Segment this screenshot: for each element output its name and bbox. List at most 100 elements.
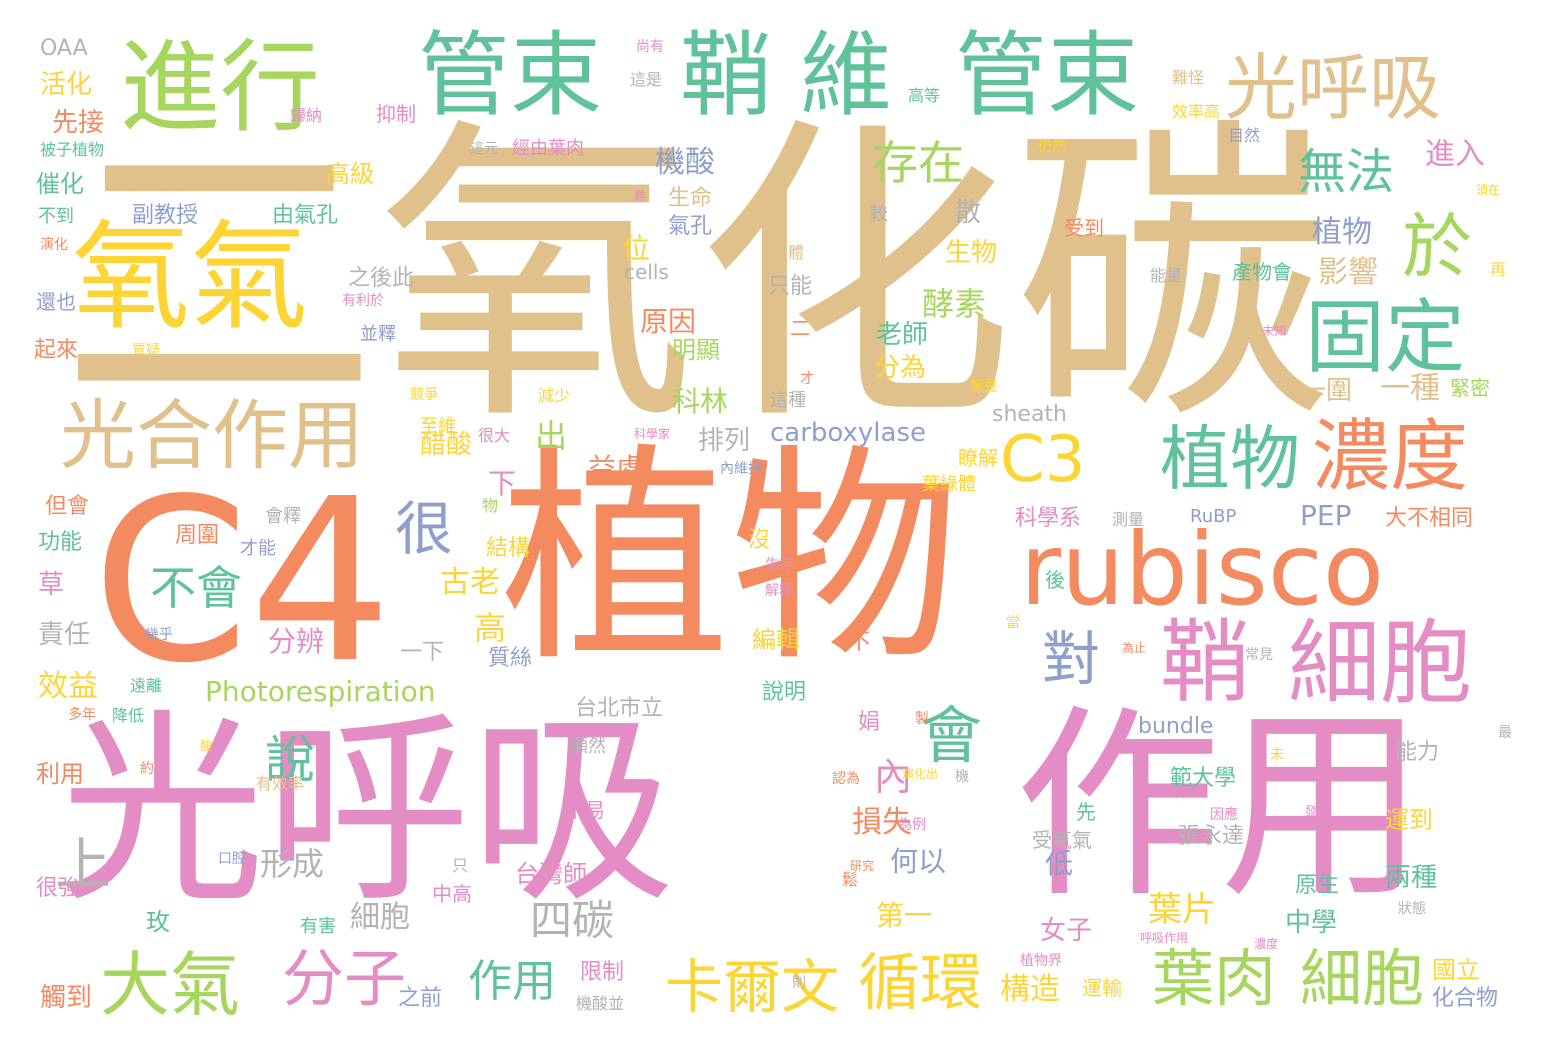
word: 發現 [1305, 804, 1330, 818]
word: 下 [488, 467, 517, 500]
word: 氣孔 [668, 214, 713, 239]
word: 一下 [400, 640, 445, 665]
word: 植物 [1160, 418, 1300, 500]
word: 目然 [1228, 126, 1261, 145]
word: 最 [1498, 725, 1512, 741]
word: 何以 [890, 845, 947, 878]
word: 化合物 [1432, 986, 1499, 1011]
word: 能量 [1150, 266, 1183, 285]
word: 構造 [1000, 972, 1060, 1007]
word: 整體 [772, 243, 805, 262]
word: 中高 [432, 882, 472, 906]
word: 玫 [146, 908, 170, 936]
word: 有利於 [342, 293, 384, 309]
word: 後 [1045, 568, 1065, 592]
word: C4 [92, 451, 393, 713]
word: 濃度 [1254, 937, 1279, 951]
word: 演化出 [902, 767, 939, 781]
word: 物 [482, 496, 499, 515]
word: 抑制 [376, 102, 416, 126]
word: 未知 [1262, 324, 1287, 338]
word: 四碳 [530, 896, 615, 945]
word: 編輯 [752, 626, 800, 654]
word: sheath [992, 402, 1067, 427]
word: 細胞 [1300, 942, 1425, 1015]
word: 不到 [38, 206, 74, 227]
word: 遠離 [130, 676, 163, 695]
word: 高 [474, 609, 507, 647]
word: 功能 [38, 530, 83, 555]
word: 機酸並 [576, 994, 625, 1013]
word: 分子 [282, 942, 407, 1015]
word: 會釋 [265, 506, 301, 527]
word: 高等 [908, 86, 941, 105]
word: 固定 [1305, 291, 1465, 384]
word: 常見 [1245, 647, 1273, 663]
word: 維 [800, 22, 893, 129]
word: 狀態 [1398, 901, 1426, 917]
word: 歸納 [290, 106, 323, 125]
word: 科學系 [1015, 506, 1082, 531]
word: 光呼吸 [60, 693, 675, 931]
word: 葉片 [1148, 890, 1216, 930]
word: 運輸 [1082, 976, 1122, 1000]
word: 至維 [420, 416, 456, 437]
word: 管束 [955, 22, 1140, 129]
word: 女子 [1040, 916, 1093, 946]
word: 之後此 [348, 266, 415, 291]
word: 仍然 [1038, 139, 1066, 155]
word: 難 [634, 189, 647, 203]
word: 濃度 [1312, 412, 1469, 502]
word: 會 [920, 699, 983, 772]
word: 減少 [538, 386, 571, 405]
word: 瞭解 [958, 446, 998, 470]
word: 植物界 [1020, 953, 1062, 969]
word: 還也 [36, 290, 76, 314]
word: 沒 [748, 528, 771, 553]
word: 須在 [1476, 183, 1501, 197]
word: 管束 [418, 22, 603, 129]
word: C3 [1000, 423, 1086, 497]
word: 有害 [300, 916, 336, 937]
word: 效益 [38, 669, 98, 704]
word: 先 [1076, 800, 1096, 824]
word: 當 [1006, 615, 1020, 631]
word: 才 [800, 371, 814, 387]
word: 科林 [672, 385, 729, 418]
word: 機酸 [655, 145, 715, 180]
word: 研究 [850, 859, 875, 873]
word: 醋酸 [420, 430, 473, 460]
word: 張永達 [1178, 824, 1245, 849]
word: 不 [848, 630, 871, 655]
word: 第一 [876, 899, 933, 932]
word: 形成 [260, 845, 325, 883]
word: 影響 [1318, 255, 1378, 290]
word: 對 [1042, 625, 1101, 693]
word: 生命 [668, 186, 713, 211]
word: 催化 [36, 170, 84, 198]
word: 並釋 [360, 324, 396, 345]
word: 很 [395, 495, 454, 563]
word: 測量 [1112, 510, 1145, 529]
word: 被子植物 [40, 140, 105, 159]
word: 葉綠體 [922, 474, 976, 495]
word: 娟 [858, 710, 881, 735]
word: 二氧化碳 [60, 92, 1332, 462]
word: 明顯 [672, 336, 720, 364]
word: 範大學 [1170, 766, 1237, 791]
word: 機 [955, 769, 969, 785]
word: 說 [265, 731, 315, 789]
word: 這元 [470, 141, 498, 157]
word: 質絲 [488, 646, 533, 671]
word: 台灣師 [515, 860, 587, 888]
word: 觸到 [40, 983, 93, 1013]
word: 先接 [52, 108, 105, 138]
word: 產物會 [1232, 260, 1292, 284]
word: 降低 [112, 706, 145, 725]
word: 無法 [1298, 144, 1395, 200]
word: 由氣孔 [272, 203, 339, 228]
word: 進入 [1425, 137, 1485, 172]
word: 競爭 [410, 387, 438, 403]
word: 二 [790, 316, 810, 340]
